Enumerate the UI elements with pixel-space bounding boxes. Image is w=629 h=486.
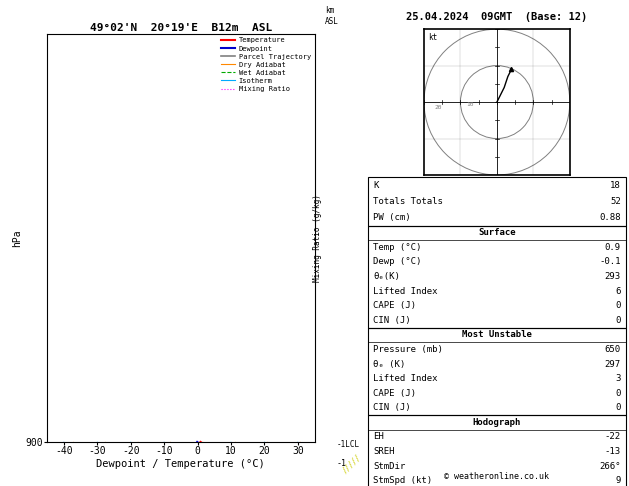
Text: Temp (°C): Temp (°C): [373, 243, 421, 252]
Text: 0: 0: [615, 403, 621, 412]
Text: © weatheronline.co.uk: © weatheronline.co.uk: [445, 472, 549, 481]
Text: -1: -1: [337, 459, 346, 468]
Text: Pressure (mb): Pressure (mb): [373, 345, 443, 354]
Y-axis label: hPa: hPa: [13, 229, 23, 247]
Text: km
ASL: km ASL: [325, 6, 339, 26]
Text: EH: EH: [373, 433, 384, 441]
X-axis label: Dewpoint / Temperature (°C): Dewpoint / Temperature (°C): [96, 459, 265, 469]
Text: 52: 52: [610, 197, 621, 206]
Text: SREH: SREH: [373, 447, 394, 456]
Text: θₑ(K): θₑ(K): [373, 272, 400, 281]
Text: 297: 297: [604, 360, 621, 368]
Text: CAPE (J): CAPE (J): [373, 389, 416, 398]
Text: StmSpd (kt): StmSpd (kt): [373, 476, 432, 485]
Text: 293: 293: [604, 272, 621, 281]
Legend: Temperature, Dewpoint, Parcel Trajectory, Dry Adiabat, Wet Adiabat, Isotherm, Mi: Temperature, Dewpoint, Parcel Trajectory…: [221, 37, 311, 92]
Text: 0: 0: [615, 389, 621, 398]
Text: 18: 18: [610, 181, 621, 190]
Text: CIN (J): CIN (J): [373, 316, 411, 325]
Text: PW (cm): PW (cm): [373, 213, 411, 222]
Text: CAPE (J): CAPE (J): [373, 301, 416, 310]
Text: -13: -13: [604, 447, 621, 456]
Text: 20: 20: [435, 105, 442, 110]
Text: Totals Totals: Totals Totals: [373, 197, 443, 206]
Text: 0.88: 0.88: [599, 213, 621, 222]
Text: CIN (J): CIN (J): [373, 403, 411, 412]
Text: K: K: [373, 181, 379, 190]
Text: Lifted Index: Lifted Index: [373, 374, 438, 383]
Text: Most Unstable: Most Unstable: [462, 330, 532, 339]
Text: θₑ (K): θₑ (K): [373, 360, 405, 368]
Text: -1LCL: -1LCL: [337, 440, 359, 449]
Text: Lifted Index: Lifted Index: [373, 287, 438, 295]
Text: Mixing Ratio (g/kg): Mixing Ratio (g/kg): [313, 194, 322, 282]
Text: -22: -22: [604, 433, 621, 441]
Text: 6: 6: [615, 287, 621, 295]
Text: 10: 10: [466, 102, 474, 107]
Text: StmDir: StmDir: [373, 462, 405, 470]
Text: kt: kt: [428, 33, 437, 42]
Text: /////: /////: [340, 452, 363, 475]
Text: 3: 3: [615, 374, 621, 383]
Text: 9: 9: [615, 476, 621, 485]
Text: Hodograph: Hodograph: [473, 418, 521, 427]
Title: 49°02'N  20°19'E  B12m  ASL: 49°02'N 20°19'E B12m ASL: [90, 23, 272, 33]
Text: 266°: 266°: [599, 462, 621, 470]
Text: Dewp (°C): Dewp (°C): [373, 258, 421, 266]
Text: Surface: Surface: [478, 228, 516, 237]
Text: -0.1: -0.1: [599, 258, 621, 266]
Text: 0: 0: [615, 316, 621, 325]
Text: 0: 0: [615, 301, 621, 310]
Text: 0.9: 0.9: [604, 243, 621, 252]
Text: 650: 650: [604, 345, 621, 354]
Text: 25.04.2024  09GMT  (Base: 12): 25.04.2024 09GMT (Base: 12): [406, 12, 587, 22]
